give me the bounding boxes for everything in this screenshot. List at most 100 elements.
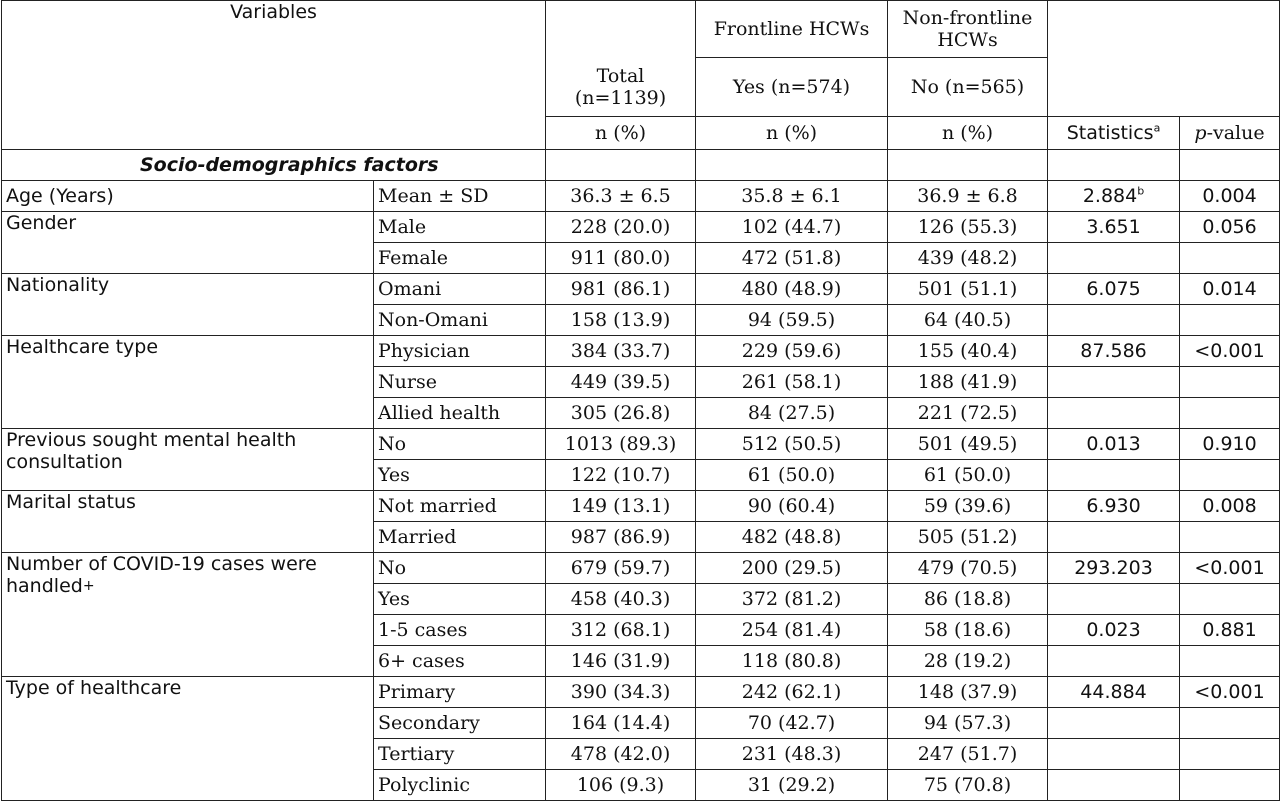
- cell-no: 188 (41.9): [887, 366, 1049, 398]
- cell-no: 126 (55.3): [887, 211, 1049, 243]
- cell-p: 0.014: [1179, 273, 1280, 305]
- cell-yes: 70 (42.7): [695, 707, 889, 739]
- row-label: Number of COVID-19 cases were handled+: [1, 552, 374, 677]
- cell-no: 58 (18.6): [887, 614, 1049, 646]
- table-row: 6+ cases 146 (31.9) 118 (80.8) 28 (19.2): [2, 645, 1280, 677]
- section-row: Socio-demographics factors: [0, 149, 1280, 181]
- cell-no: 28 (19.2): [887, 645, 1049, 677]
- row-sub: No: [372, 552, 547, 584]
- cell-total: 36.3 ± 6.5: [545, 180, 697, 212]
- cell-p: 0.004: [1179, 180, 1280, 212]
- row-sub: Physician: [372, 335, 547, 367]
- cell-stat: [1047, 521, 1181, 553]
- cell-p: 0.056: [1179, 211, 1280, 243]
- cell-yes: 61 (50.0): [695, 459, 889, 491]
- cell-p: [1179, 707, 1280, 739]
- cell-total: 228 (20.0): [545, 211, 697, 243]
- cell-stat: [1047, 242, 1181, 274]
- header-nonfrontline: Non-frontline HCWs: [887, 0, 1049, 58]
- cell-stat: 44.884: [1047, 676, 1181, 708]
- row-sub: Omani: [372, 273, 547, 305]
- row-sub: Married: [372, 521, 547, 553]
- cell-p: <0.001: [1179, 676, 1280, 708]
- cell-yes: 482 (48.8): [695, 521, 889, 553]
- cell-stat: [1047, 304, 1181, 336]
- header-row-1: Variables Frontline HCWs Non-frontline H…: [0, 0, 1280, 150]
- cell-p: [1179, 242, 1280, 274]
- cell-total: 911 (80.0): [545, 242, 697, 274]
- cell-stat: 6.930: [1047, 490, 1181, 522]
- cell-p: <0.001: [1179, 335, 1280, 367]
- cell-no: 148 (37.9): [887, 676, 1049, 708]
- cell-total: 384 (33.7): [545, 335, 697, 367]
- cell-p: [1179, 738, 1280, 770]
- row-sub: 6+ cases: [372, 645, 547, 677]
- cell-no: 247 (51.7): [887, 738, 1049, 770]
- cell-yes: 472 (51.8): [695, 242, 889, 274]
- header-total-top: [545, 0, 697, 58]
- header-yes: Yes (n=574): [695, 57, 889, 117]
- cell-no: 155 (40.4): [887, 335, 1049, 367]
- cell-total: 305 (26.8): [545, 397, 697, 429]
- row-sub: Female: [372, 242, 547, 274]
- cell-total: 478 (42.0): [545, 738, 697, 770]
- row-sub: No: [372, 428, 547, 460]
- cell-stat: 2.884b: [1047, 180, 1181, 212]
- cell-no: 221 (72.5): [887, 397, 1049, 429]
- table-row: Tertiary 478 (42.0) 231 (48.3) 247 (51.7): [2, 738, 1280, 770]
- cell-no: 86 (18.8): [887, 583, 1049, 615]
- cell-total: 158 (13.9): [545, 304, 697, 336]
- header-total-npct: n (%): [545, 116, 697, 150]
- cell-p: [1179, 769, 1280, 801]
- cell-yes: 229 (59.6): [695, 335, 889, 367]
- row-sub: Polyclinic: [372, 769, 547, 801]
- table-row: Married 987 (86.9) 482 (48.8) 505 (51.2): [2, 521, 1280, 553]
- cell-stat: [1047, 769, 1181, 801]
- cell-total: 146 (31.9): [545, 645, 697, 677]
- cell-stat: [1047, 707, 1181, 739]
- cell-yes: 261 (58.1): [695, 366, 889, 398]
- row-sub: Yes: [372, 459, 547, 491]
- cell-no: 59 (39.6): [887, 490, 1049, 522]
- cell-no: 439 (48.2): [887, 242, 1049, 274]
- cell-stat: 293.203: [1047, 552, 1181, 584]
- cell-p: <0.001: [1179, 552, 1280, 584]
- cell-yes: 512 (50.5): [695, 428, 889, 460]
- table-row: Nationality Omani 981 (86.1) 480 (48.9) 501 …: [1, 273, 1280, 336]
- cell-total: 312 (68.1): [545, 614, 697, 646]
- header-row-3: n (%) n (%) n (%) Statisticsa p-value: [2, 116, 1280, 150]
- header-row-2: Total (n=1139) Yes (n=574) No (n=565): [2, 57, 1280, 117]
- cell-no: 94 (57.3): [887, 707, 1049, 739]
- cell-no: 75 (70.8): [887, 769, 1049, 801]
- table-row: Healthcare type Physician 384 (33.7) 229 (5…: [1, 335, 1280, 429]
- row-label: Previous sought mental health consultati…: [1, 428, 374, 491]
- cell-stat: [1047, 645, 1181, 677]
- row-sub: Primary: [372, 676, 547, 708]
- table-row: Secondary 164 (14.4) 70 (42.7) 94 (57.3): [2, 707, 1280, 739]
- cell-p: [1179, 366, 1280, 398]
- row-label: Age (Years): [1, 180, 374, 212]
- cell-stat: [1047, 459, 1181, 491]
- cell-yes: 118 (80.8): [695, 645, 889, 677]
- cell-stat: [1047, 397, 1181, 429]
- cell-p: [1179, 583, 1280, 615]
- row-sub: Yes: [372, 583, 547, 615]
- cell-yes: 84 (27.5): [695, 397, 889, 429]
- header-pvalue: p-value: [1179, 116, 1280, 150]
- cell-yes: 35.8 ± 6.1: [695, 180, 889, 212]
- table-row: Allied health 305 (26.8) 84 (27.5) 221 (72.…: [2, 397, 1280, 429]
- cell-p: [1179, 459, 1280, 491]
- header-variables: Variables: [0, 0, 547, 150]
- table-row: Previous sought mental health consultati…: [1, 428, 1280, 491]
- cell-no: 479 (70.5): [887, 552, 1049, 584]
- cell-p: [1179, 397, 1280, 429]
- cell-stat: [1047, 583, 1181, 615]
- header-no-npct: n (%): [887, 116, 1049, 150]
- cell-yes: 200 (29.5): [695, 552, 889, 584]
- row-sub: Not married: [372, 490, 547, 522]
- table-row: Number of COVID-19 cases were handled+ No…: [1, 552, 1280, 677]
- cell-yes: 242 (62.1): [695, 676, 889, 708]
- cell-yes: 31 (29.2): [695, 769, 889, 801]
- row-label: Marital status: [1, 490, 374, 553]
- row-sub: Nurse: [372, 366, 547, 398]
